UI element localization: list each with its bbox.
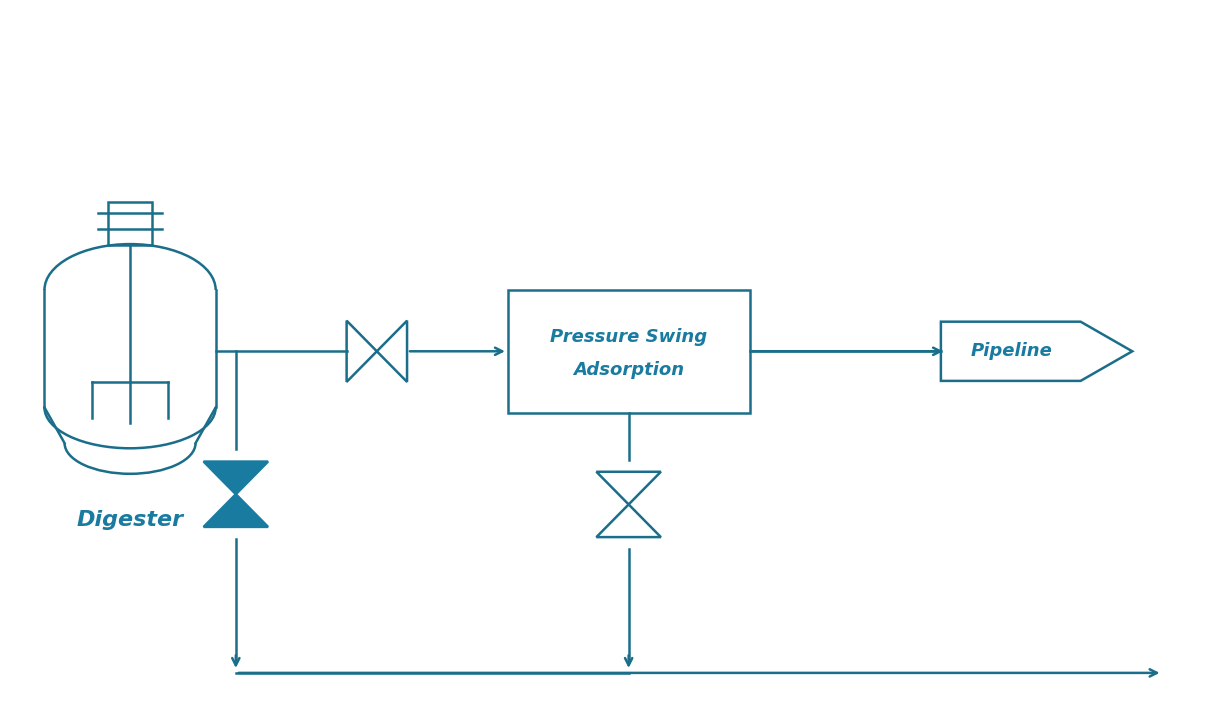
Text: Pipeline: Pipeline: [971, 342, 1053, 360]
Polygon shape: [203, 495, 268, 527]
Polygon shape: [203, 461, 268, 495]
Bar: [108, 202, 152, 245]
Text: Adsorption: Adsorption: [573, 361, 684, 379]
Text: Pressure Swing: Pressure Swing: [550, 328, 707, 346]
Text: Digester: Digester: [77, 510, 184, 529]
Bar: [507, 290, 750, 413]
